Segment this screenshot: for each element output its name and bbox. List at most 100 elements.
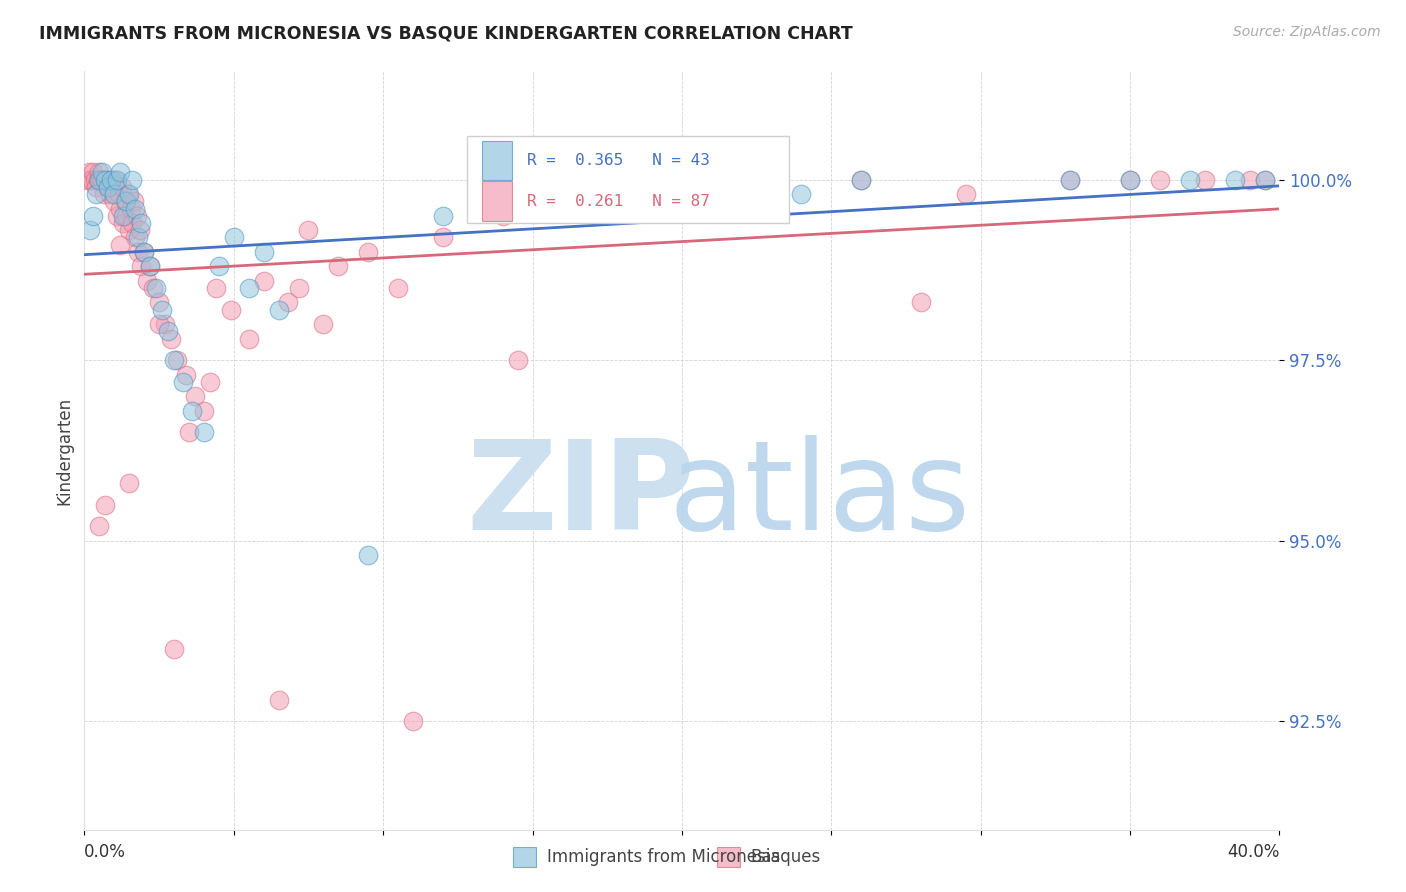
Point — [184, 389, 207, 403]
Point — [297, 223, 319, 237]
Point — [267, 692, 290, 706]
Point — [91, 165, 114, 179]
Point — [89, 519, 111, 533]
Point — [124, 202, 146, 216]
Point — [910, 295, 932, 310]
Point — [132, 244, 156, 259]
Point — [641, 194, 664, 209]
Point — [117, 187, 139, 202]
Point — [1223, 172, 1246, 186]
Point — [103, 194, 125, 209]
Point — [86, 187, 108, 202]
Point — [115, 209, 138, 223]
Bar — [482, 181, 512, 221]
Point — [163, 642, 186, 657]
Point — [222, 230, 245, 244]
Point — [253, 244, 276, 259]
Point — [761, 172, 783, 186]
Point — [139, 260, 162, 274]
Point — [551, 187, 574, 202]
Point — [110, 202, 132, 216]
Point — [145, 281, 167, 295]
Text: Immigrants from Micronesia: Immigrants from Micronesia — [547, 848, 780, 866]
Point — [124, 230, 146, 244]
Point — [89, 172, 111, 186]
Point — [77, 165, 100, 179]
Point — [181, 403, 204, 417]
Point — [128, 223, 150, 237]
Point — [1178, 172, 1201, 186]
Point — [132, 244, 156, 259]
Point — [208, 260, 231, 274]
Point — [253, 274, 276, 288]
Bar — [717, 847, 740, 867]
Point — [851, 172, 873, 186]
Text: Source: ZipAtlas.com: Source: ZipAtlas.com — [1233, 25, 1381, 39]
Point — [91, 172, 114, 186]
Point — [581, 172, 603, 186]
Text: atlas: atlas — [668, 435, 970, 557]
Text: 0.0%: 0.0% — [84, 843, 127, 861]
Point — [76, 172, 98, 186]
Point — [115, 194, 138, 209]
Point — [90, 172, 112, 186]
Point — [97, 172, 120, 186]
Point — [127, 230, 149, 244]
Point — [193, 403, 215, 417]
Point — [277, 295, 299, 310]
Point — [86, 180, 108, 194]
Point — [492, 209, 515, 223]
Point — [288, 281, 311, 295]
Text: R =  0.261   N = 87: R = 0.261 N = 87 — [527, 194, 710, 209]
Point — [139, 260, 162, 274]
Point — [89, 165, 111, 179]
Point — [118, 187, 141, 202]
Point — [328, 260, 350, 274]
Point — [79, 223, 101, 237]
Point — [97, 180, 120, 194]
Text: 40.0%: 40.0% — [1227, 843, 1279, 861]
Point — [1059, 172, 1081, 186]
Point — [238, 281, 260, 295]
Point — [98, 187, 121, 202]
Point — [506, 353, 529, 368]
Point — [82, 165, 104, 179]
Point — [129, 216, 152, 230]
Point — [174, 368, 197, 382]
Point — [83, 172, 105, 186]
Point — [142, 281, 165, 295]
Point — [122, 194, 145, 209]
Text: R =  0.365   N = 43: R = 0.365 N = 43 — [527, 153, 710, 168]
Point — [267, 302, 290, 317]
Point — [110, 165, 132, 179]
Point — [129, 260, 152, 274]
Point — [1239, 172, 1261, 186]
Point — [100, 180, 122, 194]
Point — [125, 209, 148, 223]
Point — [157, 324, 180, 338]
Point — [1149, 172, 1171, 186]
Bar — [513, 847, 536, 867]
Point — [118, 475, 141, 490]
Point — [160, 332, 183, 346]
Point — [94, 172, 117, 186]
Point — [402, 714, 425, 729]
Y-axis label: Kindergarten: Kindergarten — [55, 396, 73, 505]
Point — [1119, 172, 1142, 186]
Text: IMMIGRANTS FROM MICRONESIA VS BASQUE KINDERGARTEN CORRELATION CHART: IMMIGRANTS FROM MICRONESIA VS BASQUE KIN… — [39, 25, 853, 43]
Point — [112, 216, 135, 230]
Point — [120, 202, 142, 216]
Point — [94, 172, 117, 186]
Point — [432, 209, 454, 223]
Point — [121, 216, 143, 230]
Point — [432, 230, 454, 244]
Point — [103, 187, 125, 202]
Point — [153, 317, 176, 331]
Point — [148, 317, 170, 331]
Point — [101, 172, 124, 186]
Point — [96, 180, 118, 194]
Point — [82, 209, 104, 223]
Point — [955, 187, 977, 202]
Point — [177, 425, 200, 440]
Point — [111, 180, 134, 194]
